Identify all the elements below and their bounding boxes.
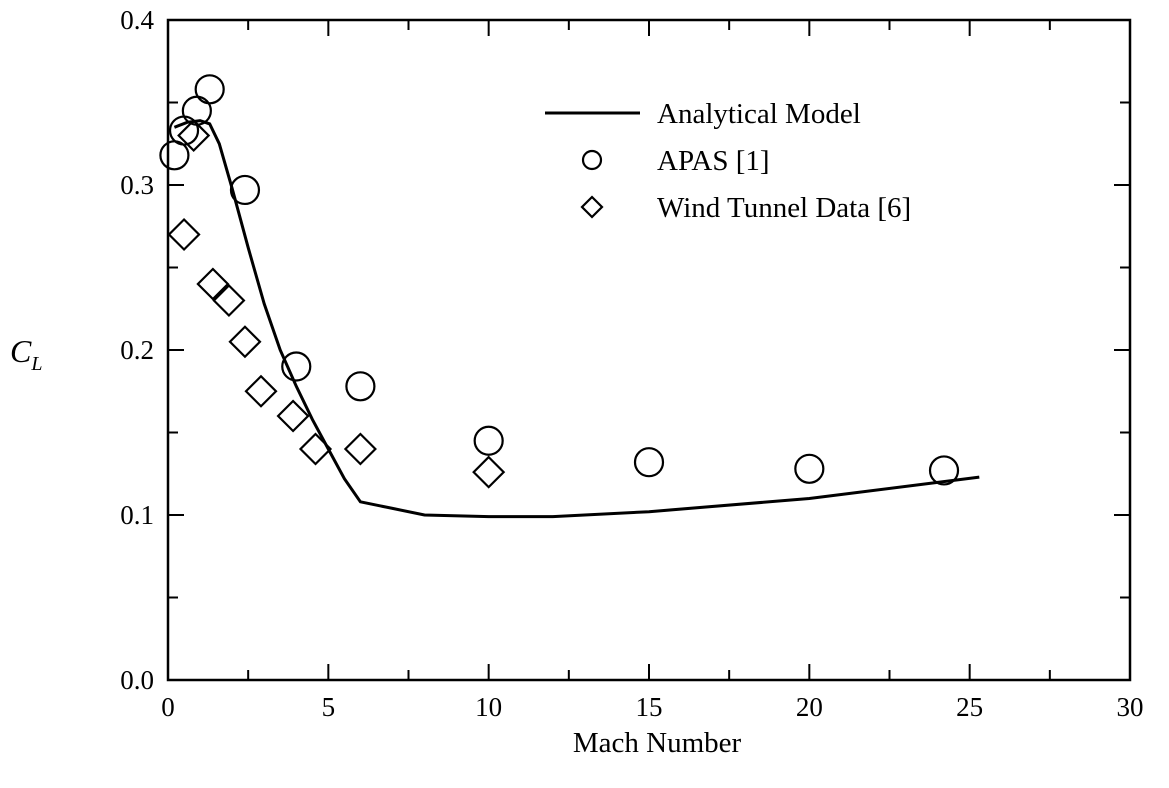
plot-area-border xyxy=(166,18,1132,682)
wind-tunnel-point xyxy=(472,455,506,489)
y-tick-label: 0.2 xyxy=(120,335,154,365)
y-axis-label: CL xyxy=(10,333,42,375)
y-tick-label: 0.0 xyxy=(120,665,154,695)
axis-ticks xyxy=(167,19,1131,681)
apas-point xyxy=(229,174,261,206)
apas-point xyxy=(281,351,312,382)
apas-point xyxy=(345,371,376,402)
plot-frame xyxy=(166,18,1132,682)
wind-tunnel-point xyxy=(212,283,246,318)
y-axis-label-subscript: L xyxy=(30,353,42,375)
wind-tunnel-point xyxy=(228,325,262,359)
wind-tunnel-point xyxy=(244,374,278,408)
wind-tunnel-point xyxy=(343,432,377,466)
series-diamond xyxy=(167,118,506,489)
apas-point xyxy=(794,453,825,484)
apas-point xyxy=(194,74,225,105)
y-tick-label: 0.1 xyxy=(120,500,154,530)
analytical-model-line xyxy=(173,119,980,519)
y-axis-label-main: C xyxy=(10,333,32,369)
series-circle xyxy=(159,74,960,486)
wind-tunnel-point xyxy=(196,267,230,301)
x-tick-label: 10 xyxy=(475,692,502,722)
x-axis-label: Mach Number xyxy=(573,727,742,759)
x-tick-label: 30 xyxy=(1117,692,1144,722)
x-tick-label: 20 xyxy=(796,692,823,722)
legend: Analytical Model APAS [1] Wind Tunnel Data… xyxy=(545,98,911,224)
x-tick-label: 0 xyxy=(161,692,175,722)
y-tick-label: 0.4 xyxy=(120,5,154,35)
legend-label: Analytical Model xyxy=(657,98,861,130)
x-tick-label: 25 xyxy=(956,692,983,722)
x-tick-label: 5 xyxy=(322,692,336,722)
legend-diamond-symbol xyxy=(580,195,604,219)
tick-labels: 0 5 10 15 20 25 30 0.0 0.1 0.2 0.3 0.4 xyxy=(120,5,1143,722)
wind-tunnel-point xyxy=(298,432,333,466)
legend-label: Wind Tunnel Data [6] xyxy=(657,192,911,224)
series-layer xyxy=(159,74,980,519)
apas-point xyxy=(473,425,504,456)
wind-tunnel-point xyxy=(177,118,211,153)
series-line xyxy=(173,119,980,519)
y-tick-label: 0.3 xyxy=(120,170,154,200)
legend-circle-symbol xyxy=(581,149,603,171)
legend-label: APAS [1] xyxy=(657,145,770,177)
wind-tunnel-point xyxy=(276,399,310,433)
apas-point xyxy=(633,447,665,478)
apas-point xyxy=(928,455,960,486)
wind-tunnel-point xyxy=(167,217,201,252)
x-tick-label: 15 xyxy=(636,692,663,722)
